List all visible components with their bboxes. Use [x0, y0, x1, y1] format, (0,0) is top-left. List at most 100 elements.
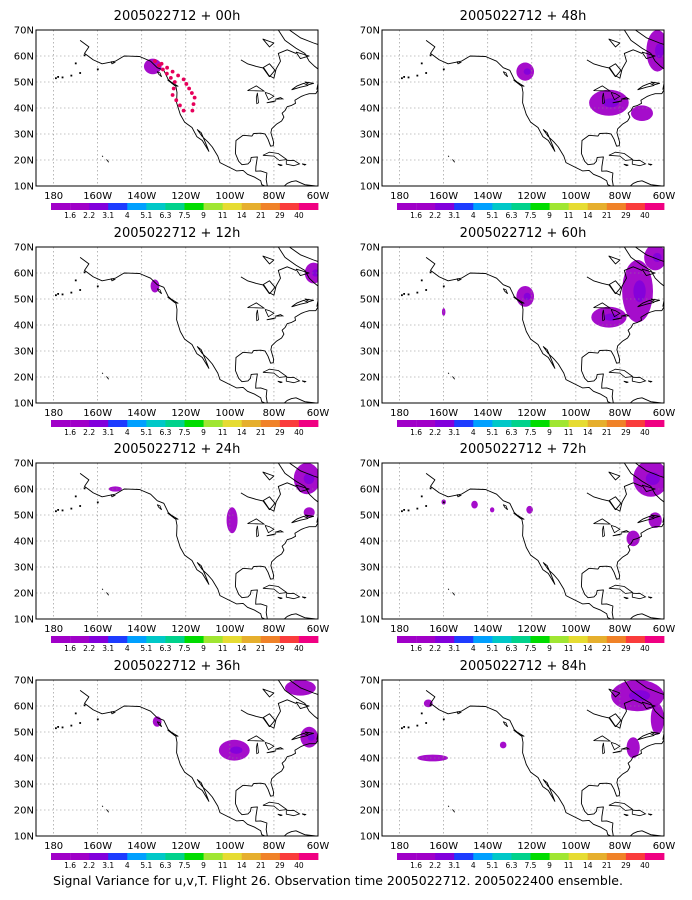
islet [61, 293, 64, 296]
colorbar-swatch [606, 203, 627, 210]
coastline [291, 515, 309, 524]
coastline [277, 680, 318, 720]
colorbar-swatch [222, 203, 243, 210]
colorbar-label: 40 [294, 861, 304, 870]
colorbar-label: 29 [275, 644, 285, 653]
lat-tick-label: 40N [14, 754, 34, 765]
colorbar-label: 3.1 [102, 428, 114, 437]
coastline [586, 699, 643, 729]
island-outline [277, 380, 283, 384]
island-outline [513, 512, 525, 520]
lake-outline [264, 525, 275, 534]
coastline [662, 83, 664, 90]
colorbar-swatch [165, 420, 185, 427]
lon-tick-label: 180 [390, 624, 409, 635]
colorbar-label: 3.1 [448, 644, 460, 653]
colorbar-label: 7.5 [525, 644, 537, 653]
island-outline [456, 494, 462, 498]
colorbar-label: 5.1 [486, 211, 498, 220]
map-content [36, 30, 318, 186]
colorbar-swatch [625, 636, 646, 643]
lon-tick-label: 80W [263, 191, 286, 202]
colorbar-swatch [127, 203, 147, 210]
coastline [650, 298, 661, 303]
panel-title: 2005022712 + 72h [460, 442, 587, 457]
colorbar-label: 6.3 [505, 644, 517, 653]
colorbar-label: 40 [640, 428, 650, 437]
lon-tick-label: 80W [609, 624, 632, 635]
coastline [425, 40, 662, 186]
coastline [289, 30, 318, 45]
lon-tick-label: 100W [561, 841, 590, 852]
lat-tick-label: 20N [360, 156, 380, 167]
coastline [304, 514, 315, 519]
flight-track-point [168, 75, 173, 80]
lon-tick-label: 140W [127, 841, 156, 852]
coastline [641, 484, 656, 493]
colorbar-label: 6.3 [505, 211, 517, 220]
lake-outline [264, 742, 275, 751]
lon-tick-label: 100W [561, 191, 590, 202]
colorbar-swatch [260, 203, 281, 210]
colorbar-swatch [203, 853, 224, 860]
colorbar-label: 2.2 [429, 211, 441, 220]
lake-outline [266, 317, 277, 321]
lake-outline [593, 518, 612, 525]
coastline [262, 63, 276, 78]
islet [57, 76, 60, 78]
island-outline [285, 809, 301, 817]
islet [79, 505, 82, 507]
island-outline [631, 376, 647, 384]
colorbar-label: 2.2 [83, 644, 95, 653]
colorbar-swatch [108, 203, 128, 210]
islet [57, 509, 60, 511]
map-content [36, 247, 318, 403]
colorbar-swatch [511, 203, 531, 210]
lon-tick-label: 80W [609, 191, 632, 202]
island-outline [513, 729, 525, 737]
colorbar-swatch [397, 636, 417, 643]
colorbar-swatch [568, 203, 589, 210]
island-outline [608, 584, 634, 594]
island-outline [452, 592, 456, 596]
colorbar-swatch [511, 636, 531, 643]
colorbar-label: 9 [547, 428, 552, 437]
island-outline [167, 296, 179, 304]
colorbar-label: 5.1 [486, 861, 498, 870]
variance-core [303, 473, 315, 485]
colorbar-label: 5.1 [140, 644, 152, 653]
coastline [637, 732, 655, 741]
flight-track-point [189, 91, 194, 95]
colorbar-label: 4 [125, 861, 130, 870]
coastline [277, 463, 318, 503]
lake-outline [255, 742, 259, 755]
flight-track-point [153, 59, 157, 64]
lat-tick-label: 50N [14, 295, 34, 306]
island-outline [262, 368, 288, 378]
island-outline [301, 163, 307, 166]
map-content [382, 463, 664, 619]
coastline [425, 473, 662, 619]
lake-outline [612, 750, 623, 754]
colorbar-label: 21 [602, 211, 612, 220]
coastline [304, 81, 315, 86]
coastline [637, 299, 655, 308]
lat-tick-label: 10N [360, 399, 380, 410]
island-outline [106, 592, 110, 596]
islet [79, 289, 82, 291]
colorbar-swatch [146, 420, 166, 427]
lat-tick-label: 50N [360, 728, 380, 739]
island-outline [110, 711, 116, 715]
coastline [277, 30, 318, 70]
colorbar-swatch [454, 853, 474, 860]
lake-outline [247, 518, 266, 525]
lake-outline [247, 735, 266, 742]
colorbar-swatch [51, 636, 71, 643]
lat-tick-label: 40N [360, 754, 380, 765]
islet [55, 727, 57, 730]
colorbar-label: 14 [237, 644, 247, 653]
colorbar-swatch [241, 636, 262, 643]
lat-tick-label: 50N [14, 511, 34, 522]
coastline [79, 40, 316, 186]
colorbar-swatch [416, 203, 436, 210]
